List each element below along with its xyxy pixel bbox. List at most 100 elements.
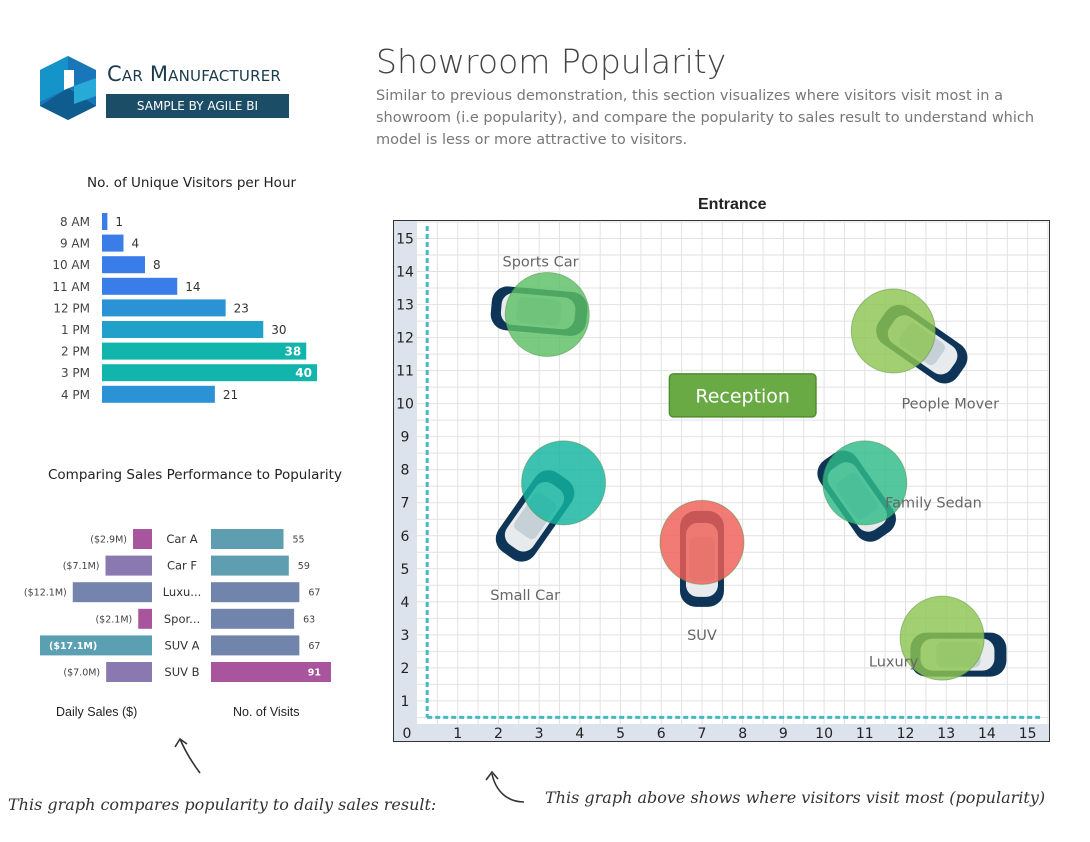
visitors-category-label: 1 PM <box>61 323 90 337</box>
visitors-category-label: 4 PM <box>61 388 90 402</box>
visitors-category-label: 12 PM <box>53 301 90 315</box>
curved-arrow-icon <box>485 770 525 803</box>
visitors-bar <box>102 256 145 274</box>
popularity-bubble <box>899 595 985 681</box>
sales-bar <box>138 608 152 629</box>
y-axis-strip <box>393 220 417 742</box>
visitors-bar <box>102 385 215 403</box>
popularity-bubble <box>822 440 908 526</box>
visitors-per-hour-chart: 8 AM 1 9 AM 4 10 AM 8 11 AM 14 12 PM 23 1 PM 30 2 PM… <box>52 213 317 403</box>
reception-label: Reception <box>695 385 790 407</box>
y-tick-label: 8 <box>401 463 410 479</box>
visitors-bar <box>102 234 124 252</box>
visits-value-label: 59 <box>298 561 310 572</box>
x-axis-strip <box>393 724 1050 742</box>
logo-icon <box>40 56 96 120</box>
logo: Car Manufacturer SAMPLE BY AGILE BI <box>40 56 292 124</box>
popularity-bubble <box>659 499 745 585</box>
visits-bar <box>211 608 295 629</box>
y-tick-label: 10 <box>396 397 414 413</box>
y-tick-label: 11 <box>396 364 414 380</box>
entrance-title: Entrance <box>698 196 767 213</box>
x-tick-label: 1 <box>453 726 462 742</box>
reception-box <box>668 373 817 418</box>
y-tick-label: 3 <box>401 628 410 644</box>
y-tick-label: 9 <box>401 430 410 446</box>
x-tick-label: 14 <box>978 726 996 742</box>
visits-bar <box>211 662 331 682</box>
visits-axis-label: No. of Visits <box>233 705 300 719</box>
y-tick-label: 2 <box>401 661 410 677</box>
sales-value-label: ($7.1M) <box>63 561 100 572</box>
sales-category-label: SUV B <box>164 665 199 679</box>
y-tick-label: 7 <box>401 496 410 512</box>
visitors-category-label: 10 AM <box>52 258 90 272</box>
model-label: Family Sedan <box>885 496 982 512</box>
map-border <box>393 220 1050 742</box>
x-tick-label: 7 <box>698 726 707 742</box>
visitors-category-label: 11 AM <box>52 280 90 294</box>
y-tick-label: 5 <box>401 562 410 578</box>
x-tick-label: 13 <box>937 726 955 742</box>
visitors-value-label: 4 <box>132 237 140 251</box>
visits-value-label: 91 <box>308 668 321 679</box>
x-tick-label: 10 <box>815 726 833 742</box>
logo-brand: Car Manufacturer <box>107 62 281 86</box>
x-tick-label: 6 <box>657 726 666 742</box>
x-tick-label: 3 <box>535 726 544 742</box>
y-tick-label: 1 <box>401 694 410 710</box>
sales-value-label: ($2.9M) <box>90 535 127 546</box>
visitors-category-label: 3 PM <box>61 366 90 380</box>
sales-category-label: Car F <box>167 559 197 573</box>
model-label: Small Car <box>490 588 560 604</box>
visitors-value-label: 1 <box>115 215 123 229</box>
y-tick-label: 14 <box>396 265 414 281</box>
sales-vs-popularity-chart: ($2.9M) Car A 55 ($7.1M) Car F 59 ($12.1M) Luxu… <box>24 529 331 682</box>
visitors-bar <box>102 364 317 382</box>
visitors-category-label: 9 AM <box>60 237 90 251</box>
sales-bar <box>72 582 152 603</box>
y-tick-label: 6 <box>401 529 410 545</box>
model-label: Sports Car <box>502 255 578 271</box>
visitors-value-label: 30 <box>271 323 286 337</box>
sales-value-label: ($7.0M) <box>63 668 100 679</box>
y-tick-label: 4 <box>401 595 410 611</box>
y-tick-label: 15 <box>396 232 414 248</box>
page-title: Showroom Popularity <box>376 42 727 81</box>
x-tick-label: 11 <box>856 726 874 742</box>
model-label: SUV <box>687 628 717 644</box>
visitors-bar <box>102 342 307 360</box>
x-tick-label: 9 <box>779 726 788 742</box>
visitors-bar <box>102 299 226 317</box>
sales-bar <box>106 662 152 682</box>
sales-bar <box>105 555 152 576</box>
visitors-value-label: 38 <box>285 345 302 359</box>
x-tick-label: 12 <box>897 726 915 742</box>
visits-value-label: 67 <box>308 641 320 652</box>
x-tick-label: 8 <box>738 726 747 742</box>
sales-category-label: Car A <box>166 532 197 546</box>
visits-value-label: 55 <box>293 535 305 546</box>
sales-chart-title: Comparing Sales Performance to Popularit… <box>48 467 342 483</box>
y-tick-label: 12 <box>396 331 414 347</box>
model-label: Luxury <box>869 654 919 670</box>
visitors-value-label: 14 <box>185 280 200 294</box>
sales-category-label: Luxu... <box>163 585 202 599</box>
visits-bar <box>211 582 300 603</box>
sales-value-label: ($12.1M) <box>24 588 67 599</box>
visits-bar <box>211 529 284 549</box>
x-tick-label: 5 <box>616 726 625 742</box>
left-note: This graph compares popularity to daily … <box>8 795 437 814</box>
visitors-bar <box>102 321 264 338</box>
visitors-value-label: 23 <box>234 301 249 315</box>
popularity-bubble <box>850 288 936 374</box>
visitors-bar <box>102 277 178 295</box>
x-tick-label: 0 <box>403 726 412 742</box>
sales-bar <box>133 529 152 549</box>
x-tick-label: 4 <box>575 726 584 742</box>
visits-bar <box>211 555 289 576</box>
visitors-bar <box>102 213 108 230</box>
visits-bar <box>211 635 300 656</box>
showroom-floor-map: 0 1 2 3 4 5 6 7 8 9 10 11 12 13 14 15123456789101112131… <box>393 220 1050 742</box>
popularity-bubble <box>521 440 607 526</box>
